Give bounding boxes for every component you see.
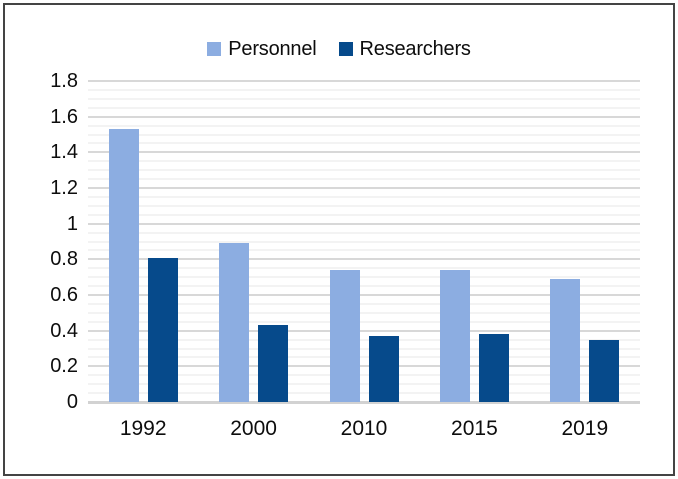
minor-gridline: [88, 276, 640, 279]
x-tick-label-2019: 2019: [561, 417, 609, 440]
minor-gridline: [88, 169, 640, 172]
x-tick-label-1992: 1992: [119, 417, 167, 440]
major-gridline: [88, 258, 640, 261]
x-tick-label-2015: 2015: [451, 417, 498, 440]
major-gridline: [88, 115, 640, 118]
minor-gridline: [88, 347, 640, 350]
y-tick-label-1: 1: [66, 212, 78, 235]
bar-researchers-2015: [478, 334, 509, 402]
minor-gridline: [88, 249, 640, 252]
minor-gridline: [88, 285, 640, 288]
y-tick-label-1.2: 1.2: [50, 177, 78, 199]
minor-gridline: [88, 320, 640, 323]
y-tick-label-0.6: 0.6: [50, 284, 78, 306]
minor-gridline: [88, 392, 640, 395]
minor-gridline: [88, 213, 640, 216]
minor-gridline: [88, 302, 640, 305]
bar-researchers-1992: [147, 257, 178, 402]
x-tick-label-2000: 2000: [230, 417, 277, 440]
bar-personnel-1992: [108, 129, 139, 402]
minor-gridline: [88, 142, 640, 145]
minor-gridline: [88, 178, 640, 181]
chart-legend: Personnel Researchers: [0, 38, 678, 60]
legend-label-personnel: Personnel: [228, 37, 317, 60]
researchers-swatch-icon: [338, 42, 353, 56]
legend-item-personnel: Personnel: [207, 37, 317, 61]
legend-label-researchers: Researchers: [359, 37, 471, 60]
bar-personnel-2015: [439, 270, 470, 402]
y-tick-label-1.4: 1.4: [50, 141, 78, 164]
major-gridline: [88, 294, 640, 296]
x-axis-line: [88, 401, 640, 404]
bar-personnel-2010: [329, 270, 360, 402]
minor-gridline: [88, 231, 640, 234]
minor-gridline: [88, 267, 640, 270]
minor-gridline: [88, 311, 640, 314]
major-gridline: [88, 151, 640, 154]
minor-gridline: [88, 204, 640, 207]
minor-gridline: [88, 106, 640, 109]
legend-item-researchers: Researchers: [338, 37, 471, 61]
bar-researchers-2000: [258, 325, 289, 402]
bar-researchers-2010: [368, 336, 399, 402]
x-tick-label-2010: 2010: [340, 417, 388, 440]
major-gridline: [88, 365, 640, 368]
minor-gridline: [88, 374, 640, 377]
plot-area: [88, 80, 640, 404]
minor-gridline: [88, 338, 640, 341]
major-gridline: [88, 222, 640, 225]
minor-gridline: [88, 133, 640, 136]
y-tick-label-0.2: 0.2: [50, 355, 78, 378]
y-tick-label-1.6: 1.6: [50, 105, 78, 128]
bar-personnel-2019: [550, 278, 581, 402]
minor-gridline: [88, 88, 640, 91]
minor-gridline: [88, 160, 640, 163]
bar-personnel-2000: [219, 243, 250, 402]
bar-researchers-2019: [589, 339, 620, 402]
minor-gridline: [88, 124, 640, 127]
y-tick-label-1.8: 1.8: [50, 70, 78, 92]
y-tick-label-0: 0: [66, 391, 78, 413]
major-gridline: [88, 329, 640, 332]
minor-gridline: [88, 195, 640, 198]
minor-gridline: [88, 356, 640, 359]
minor-gridline: [88, 240, 640, 243]
major-gridline: [88, 187, 640, 189]
minor-gridline: [88, 97, 640, 100]
major-gridline: [88, 80, 640, 82]
y-tick-label-0.8: 0.8: [50, 248, 78, 271]
personnel-swatch-icon: [207, 42, 222, 56]
y-tick-label-0.4: 0.4: [50, 319, 78, 342]
minor-gridline: [88, 383, 640, 386]
